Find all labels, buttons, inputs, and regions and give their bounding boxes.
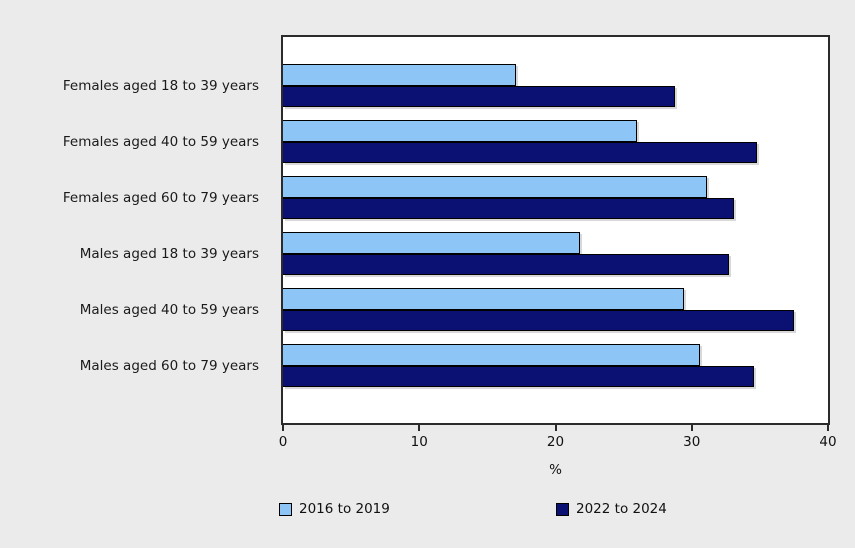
bar-group bbox=[283, 232, 828, 275]
legend-swatch-icon bbox=[279, 502, 292, 516]
legend-item: 2022 to 2024 bbox=[556, 501, 667, 517]
bar-2022-to-2024 bbox=[283, 141, 758, 163]
category-label: Females aged 60 to 79 years bbox=[62, 189, 259, 206]
x-axis: 0 10 20 30 40 bbox=[279, 425, 837, 455]
legend-item: 2016 to 2019 bbox=[279, 501, 390, 517]
bar-2022-to-2024 bbox=[283, 197, 734, 219]
bar-2016-to-2019 bbox=[283, 232, 581, 254]
bar-group bbox=[283, 176, 828, 219]
legend-label: 2016 to 2019 bbox=[299, 501, 390, 517]
x-tick-mark bbox=[827, 425, 829, 431]
x-axis-title: % bbox=[549, 462, 562, 478]
bar-2022-to-2024 bbox=[283, 85, 676, 107]
x-tick-mark bbox=[554, 425, 557, 431]
x-tick-mark bbox=[282, 425, 284, 431]
legend-label: 2022 to 2024 bbox=[576, 501, 667, 517]
category-label: Females aged 40 to 59 years bbox=[62, 133, 259, 150]
bar-2016-to-2019 bbox=[283, 120, 638, 142]
x-tick-label: 10 bbox=[410, 434, 428, 450]
bar-2016-to-2019 bbox=[283, 64, 516, 86]
bar-2016-to-2019 bbox=[283, 176, 707, 198]
category-label: Males aged 40 to 59 years bbox=[79, 301, 259, 318]
category-labels: Females aged 18 to 39 years Females aged … bbox=[0, 64, 271, 400]
plot-area bbox=[281, 35, 830, 425]
x-tick-label: 20 bbox=[546, 434, 565, 450]
x-tick-label: 0 bbox=[278, 434, 288, 450]
bar-group bbox=[283, 288, 828, 331]
bar-group bbox=[283, 120, 828, 163]
x-tick-mark bbox=[418, 425, 421, 431]
x-tick-label: 40 bbox=[819, 434, 837, 450]
bar-2016-to-2019 bbox=[283, 344, 700, 366]
legend-swatch-icon bbox=[556, 502, 569, 516]
bar-2016-to-2019 bbox=[283, 288, 684, 310]
bar-2022-to-2024 bbox=[283, 365, 755, 387]
bar-2022-to-2024 bbox=[283, 253, 729, 275]
category-label: Males aged 18 to 39 years bbox=[79, 245, 259, 262]
bar-2022-to-2024 bbox=[283, 309, 794, 331]
category-label: Males aged 60 to 79 years bbox=[79, 357, 259, 374]
category-label: Females aged 18 to 39 years bbox=[62, 77, 259, 94]
legend: 2016 to 2019 2022 to 2024 bbox=[0, 501, 855, 523]
bar-group bbox=[283, 344, 828, 387]
x-tick-mark bbox=[690, 425, 693, 431]
x-tick-label: 30 bbox=[683, 434, 701, 450]
bar-group bbox=[283, 64, 828, 107]
